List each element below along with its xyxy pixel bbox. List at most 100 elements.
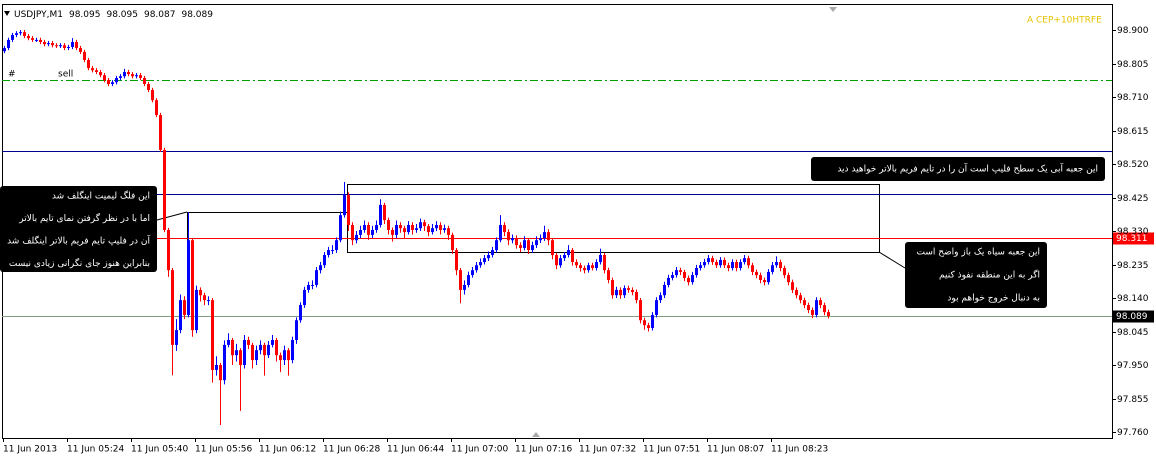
candle-body — [347, 195, 350, 225]
candle-body — [375, 225, 378, 230]
candle-body — [95, 70, 98, 72]
candle-body — [267, 345, 270, 355]
candle-body — [75, 42, 78, 48]
candle-body — [235, 350, 238, 355]
candle-body — [639, 300, 642, 320]
candle-body — [471, 270, 474, 275]
candle-body — [755, 272, 758, 275]
y-tick-label: 97.950 — [1117, 361, 1149, 371]
candle-body — [591, 265, 594, 268]
candle-body — [523, 240, 526, 248]
candle-body — [227, 340, 230, 345]
candle-body — [219, 365, 222, 380]
candle-body — [719, 260, 722, 265]
candle-body — [771, 265, 774, 272]
candle-body — [395, 225, 398, 235]
candle-body — [655, 300, 658, 315]
candle-body — [307, 285, 310, 290]
candle-body — [571, 250, 574, 262]
candle-body — [619, 290, 622, 295]
candle-body — [291, 340, 294, 360]
x-tick-label: 11 Jun 07:00 — [451, 445, 508, 455]
candle-body — [399, 225, 402, 228]
candle-body — [483, 258, 486, 262]
candle-body — [439, 225, 442, 230]
candle-body — [751, 265, 754, 272]
candle-body — [3, 48, 6, 51]
candle-body — [43, 42, 46, 44]
candle-body — [499, 225, 502, 240]
candle-body — [779, 262, 782, 268]
candle-body — [355, 235, 358, 240]
candle-body — [147, 84, 150, 90]
candle-body — [339, 215, 342, 240]
y-tick-label: 98.615 — [1117, 127, 1149, 137]
candle-body — [799, 295, 802, 300]
candle-body — [731, 262, 734, 268]
candle-body — [263, 345, 266, 355]
candle-body — [603, 255, 606, 270]
candle-body — [115, 78, 118, 82]
candle-body — [27, 36, 30, 38]
candle-body — [615, 290, 618, 295]
candle-body — [695, 268, 698, 275]
candle-body — [515, 238, 518, 245]
candle-body — [703, 262, 706, 265]
candle-body — [71, 42, 74, 47]
candle-body — [575, 262, 578, 265]
candle-body — [455, 250, 458, 270]
candle-body — [87, 60, 90, 68]
candle-body — [231, 340, 234, 355]
candle-body — [587, 265, 590, 270]
candle-body — [391, 230, 394, 235]
candle-body — [287, 350, 290, 360]
candle-body — [243, 340, 246, 365]
candle-body — [475, 265, 478, 270]
candle-body — [735, 262, 738, 268]
candle-body — [531, 245, 534, 250]
candle-body — [503, 225, 506, 232]
candle-body — [611, 280, 614, 295]
candle-body — [79, 48, 82, 52]
candle-body — [567, 250, 570, 255]
candle-body — [83, 52, 86, 60]
y-tick-label: 97.855 — [1117, 395, 1149, 405]
annotation-text: این جعبه آبی یک سطح فلیپ است آن را در تا… — [837, 163, 1098, 175]
candle-body — [383, 205, 386, 220]
x-tick-label: 11 Jun 06:44 — [387, 445, 444, 455]
y-tick-label: 98.045 — [1117, 328, 1149, 338]
header-price: 98.089 — [181, 10, 213, 20]
candle-body — [239, 350, 242, 365]
candle-body — [535, 240, 538, 245]
candle-body — [247, 340, 250, 345]
candle-body — [111, 82, 114, 84]
candle-body — [19, 32, 22, 33]
candle-body — [283, 350, 286, 360]
candle-body — [207, 300, 210, 301]
annotation-text: این فلگ لیمیت اینگلف شد — [52, 190, 150, 202]
candle-body — [479, 262, 482, 265]
header-price: 98.095 — [69, 10, 101, 20]
trade-marker: sell — [58, 70, 73, 80]
candle-body — [331, 250, 334, 251]
candle-body — [187, 240, 190, 315]
candle-body — [711, 258, 714, 262]
candle-body — [23, 32, 26, 36]
candle-body — [775, 262, 778, 265]
candle-body — [7, 40, 10, 48]
y-tick-label: 98.235 — [1117, 261, 1149, 271]
candle-body — [159, 115, 162, 150]
candle-body — [251, 345, 254, 360]
annotation-text: اگر به این منطقه نفوذ کنیم — [939, 269, 1040, 281]
candle-body — [163, 150, 166, 230]
candle-body — [407, 225, 410, 232]
candle-body — [507, 232, 510, 240]
candle-body — [671, 275, 674, 278]
candle-body — [699, 265, 702, 268]
y-tick-label: 97.760 — [1117, 428, 1149, 438]
candle-body — [303, 290, 306, 305]
candle-body — [675, 270, 678, 275]
candle-body — [299, 305, 302, 320]
candle-body — [623, 288, 626, 295]
candle-body — [599, 255, 602, 262]
